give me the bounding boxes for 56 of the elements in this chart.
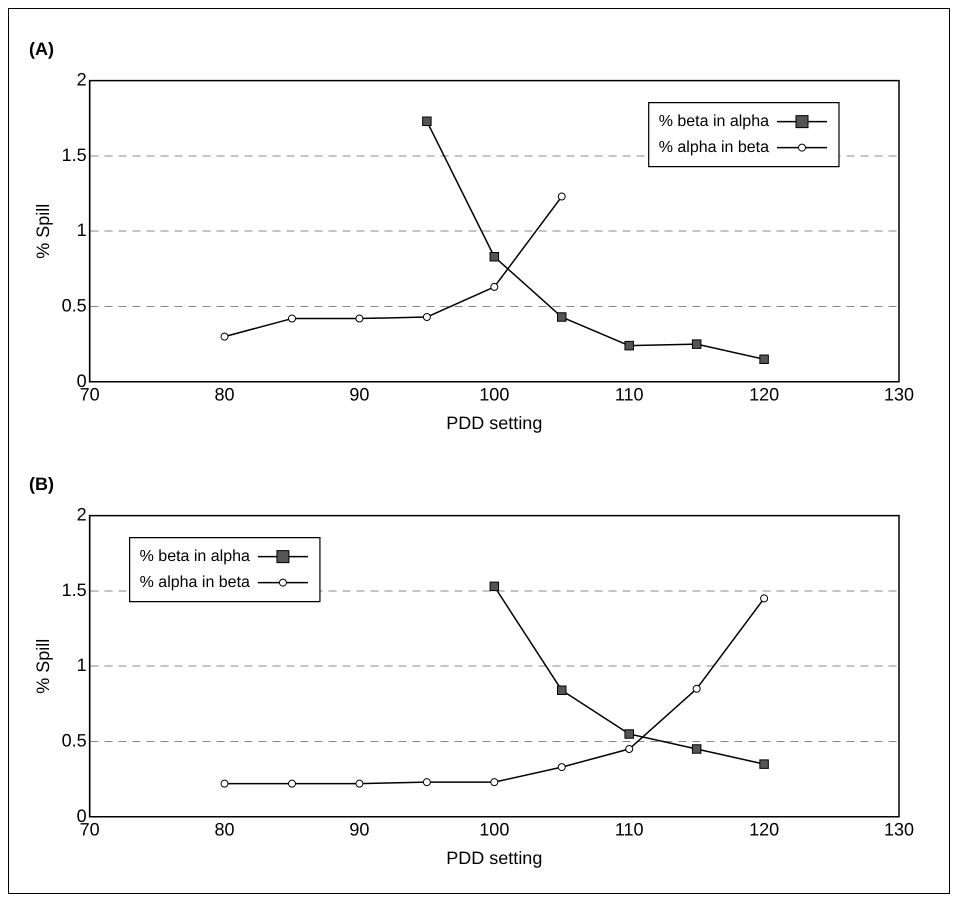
point [220, 332, 229, 341]
point [558, 763, 566, 772]
point [490, 282, 498, 291]
point [558, 192, 566, 201]
point [490, 778, 498, 786]
y-axis-title: % Spill [32, 638, 53, 694]
point [759, 354, 769, 364]
x-tick-label: 130 [884, 820, 914, 840]
point [760, 594, 768, 602]
point [759, 759, 769, 769]
x-axis-title: PDD setting [446, 848, 542, 868]
point [624, 340, 634, 350]
y-tick-label: 1.5 [62, 580, 87, 600]
point [692, 744, 702, 754]
point [355, 780, 364, 788]
point [557, 312, 566, 322]
y-tick-label: 1.5 [62, 144, 87, 165]
x-axis-title: PDD setting [446, 413, 542, 434]
x-tick-label: 80 [214, 820, 235, 840]
y-tick-label: 1 [76, 655, 87, 676]
x-tick-label: 100 [479, 384, 510, 405]
legend-label: % alpha in beta [658, 139, 770, 156]
y-tick-label: 2 [76, 70, 87, 90]
point [490, 252, 500, 262]
x-tick-label: 90 [349, 820, 370, 840]
x-tick-label: 100 [479, 820, 510, 840]
x-tick-label: 120 [749, 820, 780, 840]
point [490, 582, 500, 592]
point [692, 339, 702, 349]
x-tick-label: 110 [614, 384, 644, 405]
y-tick-label: 2 [76, 504, 87, 525]
legend-label: % alpha in beta [140, 574, 250, 592]
y-axis-title: % Spill [32, 204, 53, 259]
y-tick-label: 1 [76, 220, 87, 240]
point [692, 684, 701, 693]
point [288, 780, 296, 788]
x-tick-label: 80 [214, 384, 235, 405]
point [288, 314, 296, 323]
y-tick-label: 0.5 [62, 295, 87, 316]
chart-title: (A) [29, 38, 54, 59]
x-tick-label: 120 [749, 384, 780, 405]
point [422, 116, 432, 126]
point [557, 686, 566, 696]
point [422, 778, 431, 786]
x-tick-label: 110 [614, 820, 644, 840]
point [624, 729, 634, 739]
point [625, 745, 634, 754]
point [422, 313, 431, 322]
y-tick-label: 0.5 [62, 730, 87, 750]
x-tick-label: 90 [349, 384, 370, 405]
point [220, 780, 229, 788]
point [355, 314, 364, 323]
x-tick-label: 130 [884, 384, 914, 405]
legend-label: % beta in alpha [140, 548, 250, 566]
legend-label: % beta in alpha [658, 113, 770, 130]
chart-title: (B) [29, 474, 54, 494]
